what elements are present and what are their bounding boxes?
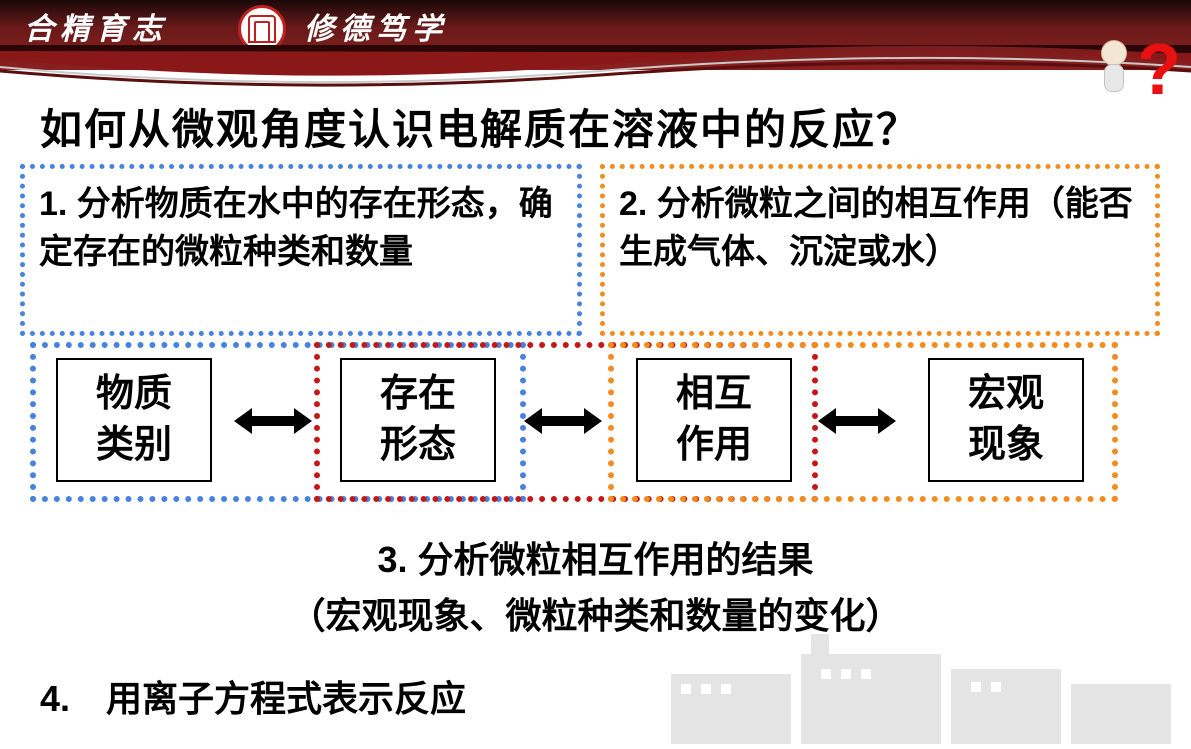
flow-node-1-l2: 类别	[96, 424, 172, 466]
flow-arrow-1	[234, 406, 312, 436]
flow-arrow-2	[524, 406, 602, 436]
person-icon	[1091, 36, 1137, 100]
flow-node-3: 相互作用	[636, 358, 792, 482]
question-mascot: ?	[1091, 36, 1181, 100]
bottom-line-3a: 3. 分析微粒相互作用的结果	[40, 532, 1151, 588]
analysis-box-2-text: 2. 分析微粒之间的相互作用（能否生成气体、沉淀或水）	[619, 185, 1133, 271]
question-mark-icon: ?	[1137, 42, 1181, 100]
header-motto-right: 修德笃学	[304, 4, 448, 48]
flow-node-4-l1: 宏观	[968, 373, 1044, 415]
flow-node-3-l1: 相互	[676, 373, 752, 415]
page-title: 如何从微观角度认识电解质在溶液中的反应？	[40, 96, 920, 157]
flow-node-1: 物质类别	[56, 358, 212, 482]
flow-node-3-l2: 作用	[676, 424, 752, 466]
header-wave-decoration	[0, 45, 1191, 95]
analysis-box-1-text: 1. 分析物质在水中的存在形态，确定存在的微粒种类和数量	[39, 185, 553, 271]
header-motto-left: 合精育志	[24, 4, 168, 48]
flow-node-2: 存在形态	[340, 358, 496, 482]
flow-arrow-3	[818, 406, 896, 436]
flow-node-4-l2: 现象	[968, 424, 1044, 466]
flow-node-2-l2: 形态	[380, 424, 456, 466]
flow-node-4: 宏观现象	[928, 358, 1084, 482]
flow-node-1-l1: 物质	[96, 373, 172, 415]
analysis-box-1: 1. 分析物质在水中的存在形态，确定存在的微粒种类和数量	[20, 164, 582, 336]
flow-node-2-l1: 存在	[380, 373, 456, 415]
background-building-image	[631, 614, 1191, 744]
analysis-box-2: 2. 分析微粒之间的相互作用（能否生成气体、沉淀或水）	[600, 164, 1160, 336]
bottom-line-4: 4. 用离子方程式表示反应	[40, 670, 466, 722]
